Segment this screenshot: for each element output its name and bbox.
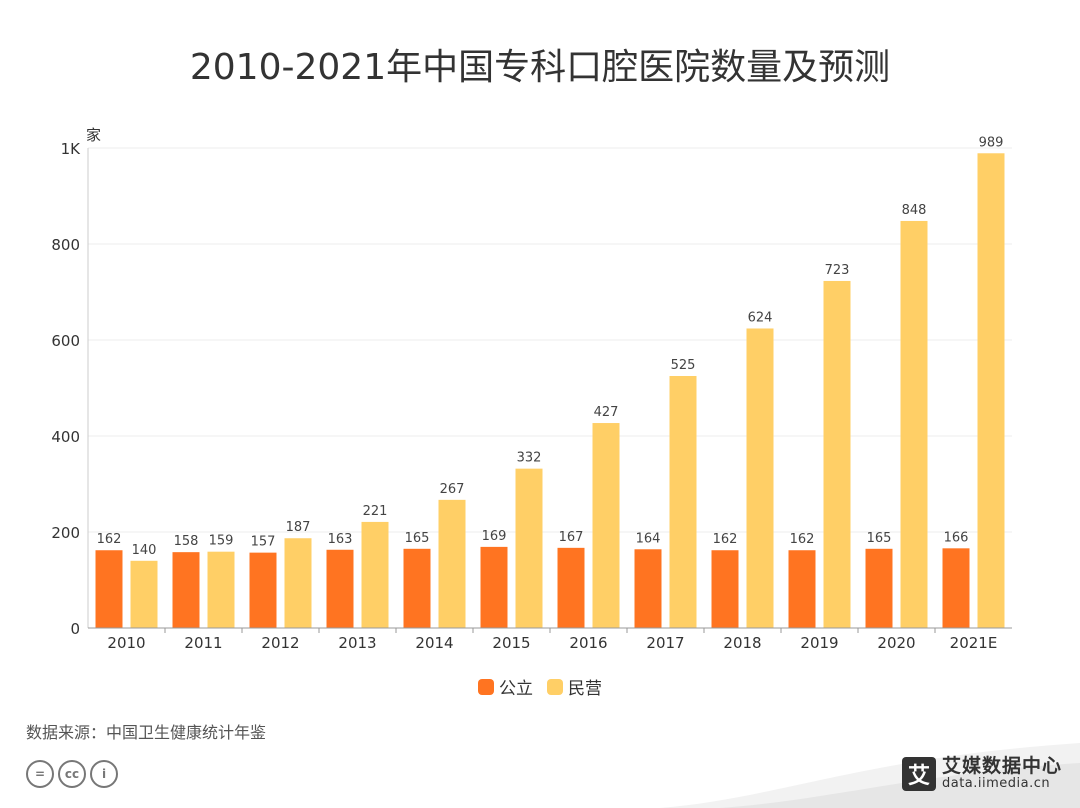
bar-public: [788, 550, 816, 628]
bar-private: [438, 499, 466, 628]
data-label-private: 989: [979, 135, 1004, 150]
chart-title: 2010-2021年中国专科口腔医院数量及预测: [189, 47, 891, 88]
bar-private: [284, 538, 312, 628]
legend-item-public[interactable]: 公立: [478, 674, 533, 699]
bar-public: [711, 550, 739, 628]
y-tick-label: 800: [51, 236, 80, 254]
bar-public: [557, 547, 585, 628]
bar-public: [249, 552, 277, 628]
bar-public: [865, 548, 893, 628]
bar-private: [669, 376, 697, 628]
x-tick-label: 2021E: [950, 634, 998, 652]
data-label-private: 267: [440, 482, 465, 497]
bar-private: [592, 423, 620, 628]
y-tick-label: 400: [51, 428, 80, 446]
x-tick-label: 2020: [877, 634, 915, 652]
bar-public: [480, 546, 508, 628]
y-tick-label: 1K: [61, 140, 82, 158]
data-label-private: 848: [902, 203, 927, 218]
data-label-private: 140: [132, 543, 157, 558]
footer-wave-decoration: [660, 743, 1080, 808]
x-tick-label: 2013: [338, 634, 376, 652]
data-label-public: 158: [174, 534, 199, 549]
data-label-private: 187: [286, 520, 311, 535]
x-tick-label: 2019: [800, 634, 838, 652]
x-tick-label: 2010: [107, 634, 145, 652]
legend-swatch-private: [547, 678, 563, 695]
data-label-private: 427: [594, 405, 619, 420]
x-tick-label: 2014: [415, 634, 453, 652]
bar-public: [326, 549, 354, 628]
bar-chart: 0 200 400 600 800 1K家 162 140 2010 158 159 2011 157 1…: [51, 126, 1012, 652]
legend: 公立 民营: [0, 674, 1080, 699]
data-label-private: 221: [363, 504, 388, 519]
y-tick-label: 600: [51, 332, 80, 350]
legend-label-private: 民营: [568, 679, 602, 699]
bar-private: [900, 220, 928, 628]
bar-public: [403, 548, 431, 628]
data-label-public: 167: [559, 530, 584, 545]
bar-public: [634, 549, 662, 628]
data-label-public: 165: [867, 531, 892, 546]
bar-private: [515, 468, 543, 628]
x-tick-label: 2015: [492, 634, 530, 652]
x-tick-label: 2011: [184, 634, 222, 652]
data-label-private: 159: [209, 534, 234, 549]
bar-private: [207, 551, 235, 628]
data-label-public: 169: [482, 529, 507, 544]
brand: 艾 艾媒数据中心 data.iimedia.cn: [901, 755, 1062, 792]
cc-nd-icon: =: [26, 760, 54, 788]
bar-public: [95, 550, 123, 628]
data-label-public: 162: [97, 532, 122, 547]
bar-private: [977, 153, 1005, 628]
x-tick-label: 2017: [646, 634, 684, 652]
data-label-public: 162: [790, 532, 815, 547]
x-tick-label: 2018: [723, 634, 761, 652]
legend-swatch-public: [478, 678, 494, 695]
legend-item-private[interactable]: 民营: [547, 674, 602, 699]
data-label-public: 164: [636, 531, 661, 546]
source-note: 数据来源：中国卫生健康统计年鉴: [26, 723, 267, 742]
bar-private: [746, 328, 774, 628]
data-label-public: 157: [251, 535, 276, 550]
bar-private: [361, 521, 389, 628]
data-label-private: 525: [671, 358, 696, 373]
cc-icon: cc: [58, 760, 86, 788]
x-tick-label: 2016: [569, 634, 607, 652]
data-label-public: 166: [944, 530, 969, 545]
x-tick-label: 2012: [261, 634, 299, 652]
brand-url: data.iimedia.cn: [941, 776, 1051, 792]
data-label-private: 332: [517, 451, 542, 466]
brand-logo-icon: 艾: [901, 757, 936, 791]
bar-public: [172, 552, 200, 628]
legend-label-public: 公立: [499, 679, 533, 699]
license-icons: = cc i: [26, 760, 118, 788]
data-label-public: 165: [405, 531, 430, 546]
bar-public: [942, 548, 970, 628]
bar-private: [823, 280, 851, 628]
data-label-public: 162: [713, 532, 738, 547]
data-label-private: 624: [748, 310, 773, 325]
y-tick-label: 0: [70, 620, 80, 638]
y-tick-label: 200: [51, 524, 80, 542]
data-label-private: 723: [825, 263, 850, 278]
y-axis-label: 家: [86, 126, 101, 144]
cc-by-icon: i: [90, 760, 118, 788]
bar-private: [130, 560, 158, 628]
data-label-public: 163: [328, 532, 353, 547]
brand-name: 艾媒数据中心: [941, 755, 1062, 778]
